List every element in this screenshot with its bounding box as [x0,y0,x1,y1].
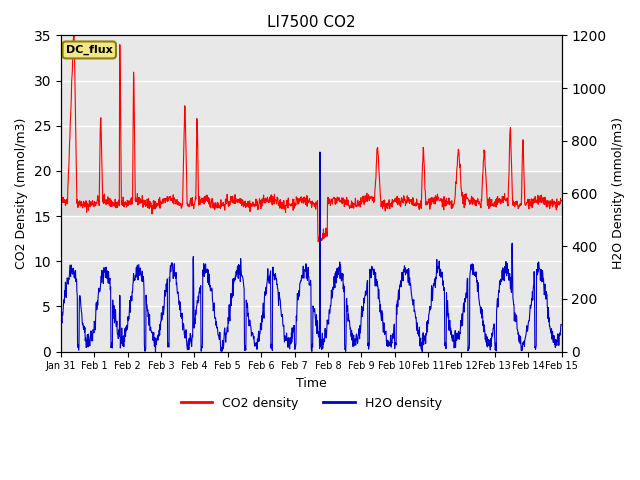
Legend: CO2 density, H2O density: CO2 density, H2O density [176,392,447,415]
Title: LI7500 CO2: LI7500 CO2 [267,15,356,30]
Bar [61,171,561,216]
Y-axis label: CO2 Density (mmol/m3): CO2 Density (mmol/m3) [15,118,28,269]
Text: DC_flux: DC_flux [66,45,113,55]
X-axis label: Time: Time [296,377,326,390]
Y-axis label: H2O Density (mmol/m3): H2O Density (mmol/m3) [612,118,625,269]
